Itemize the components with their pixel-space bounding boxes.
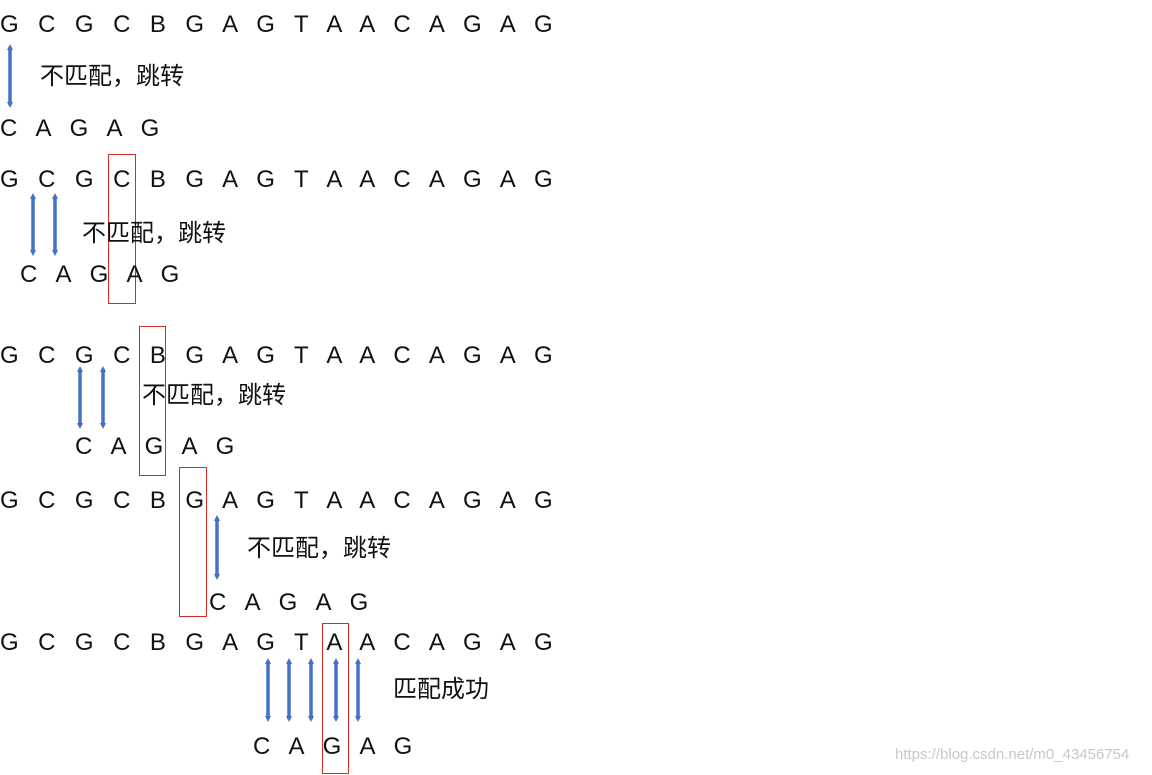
highlight-box-step-3: [139, 326, 166, 476]
pattern-sequence-step-5: C A G A G: [253, 733, 419, 760]
note-step-2: 不匹配，跳转: [82, 219, 226, 247]
pattern-sequence-step-2: C A G A G: [20, 261, 186, 288]
text-sequence-step-5: G C G C B G A G T A A C A G A G: [0, 629, 560, 656]
note-step-3: 不匹配，跳转: [142, 381, 286, 409]
highlight-box-step-5: [322, 623, 349, 774]
highlight-box-step-2: [108, 154, 136, 304]
note-step-1: 不匹配，跳转: [40, 62, 184, 90]
text-sequence-step-4: G C G C B G A G T A A C A G A G: [0, 487, 560, 514]
text-sequence-step-2: G C G C B G A G T A A C A G A G: [0, 166, 560, 193]
text-sequence-step-1: G C G C B G A G T A A C A G A G: [0, 11, 560, 38]
note-step-5: 匹配成功: [393, 675, 489, 703]
note-step-4: 不匹配，跳转: [247, 534, 391, 562]
pattern-sequence-step-1: C A G A G: [0, 115, 166, 142]
pattern-sequence-step-4: C A G A G: [209, 589, 375, 616]
text-sequence-step-3: G C G C B G A G T A A C A G A G: [0, 342, 560, 369]
watermark: https://blog.csdn.net/m0_43456754: [895, 746, 1130, 763]
highlight-box-step-4: [179, 467, 207, 617]
pattern-sequence-step-3: C A G A G: [75, 433, 241, 460]
